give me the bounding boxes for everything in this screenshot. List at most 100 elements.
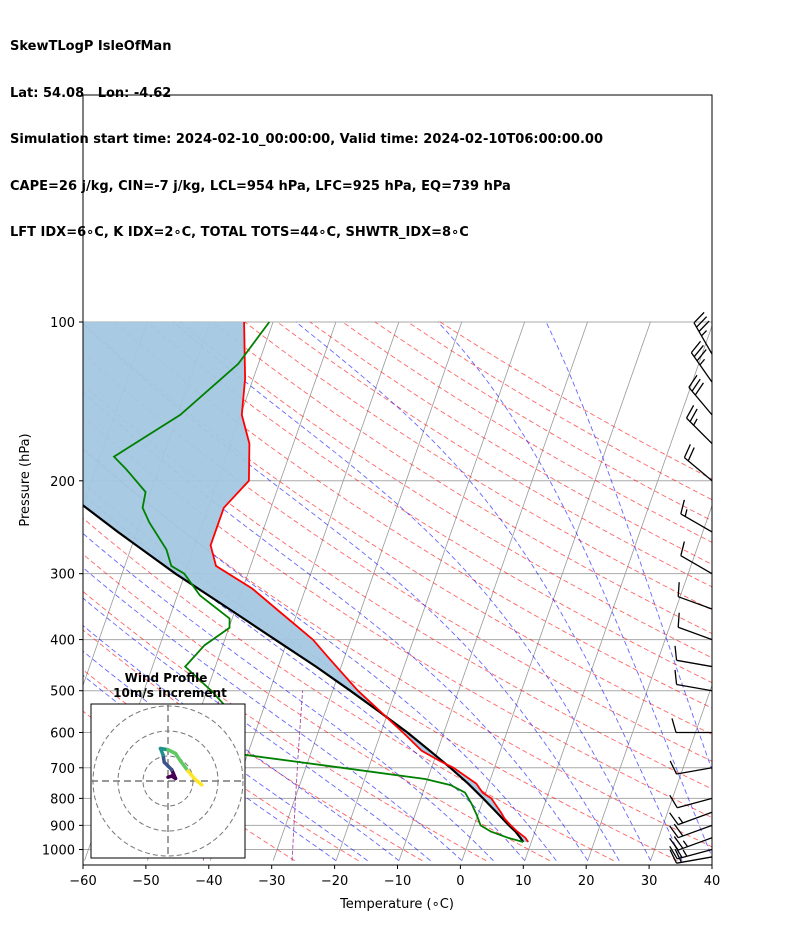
y-tick-label: 800 (50, 792, 75, 807)
moist-adiabat-line (83, 650, 368, 862)
wind-barb (669, 848, 713, 864)
wind-barb-flag (674, 645, 678, 661)
wind-barb-flag (674, 669, 678, 685)
wind-barb-flag (669, 812, 679, 825)
wind-barb-flag (694, 382, 704, 396)
wind-barb-staff (677, 626, 713, 641)
stability-indices-line-1: CAPE=26 j/kg, CIN=-7 j/kg, LCL=954 hPa, … (10, 178, 511, 194)
chart-header: SkewTLogP IsleOfMan Lat: 54.08 Lon: -4.6… (10, 8, 603, 256)
y-tick-label: 100 (50, 316, 75, 331)
wind-barb-flag (698, 320, 710, 332)
wind-barb-half-flag (699, 358, 706, 366)
location-line: Lat: 54.08 Lon: -4.62 (10, 85, 172, 101)
y-axis-label: Pressure (hPa) (18, 433, 33, 526)
hodograph-subtitle: 10m/s increment (113, 686, 227, 700)
x-tick-label: 10 (515, 874, 532, 889)
dry-adiabat-line (244, 321, 712, 611)
wind-barb-flag (687, 447, 695, 462)
y-tick-label: 900 (50, 819, 75, 834)
wind-barb-staff (676, 856, 713, 864)
wind-barb (669, 836, 713, 851)
isotherm-line (461, 321, 651, 861)
hodograph-trace-segment (193, 778, 204, 787)
wind-barb-half-flag (701, 330, 708, 337)
dry-adiabat-line (83, 517, 614, 862)
moist-adiabat-line (437, 321, 712, 859)
wind-barb-flag (680, 499, 685, 515)
dry-adiabat-line (83, 553, 551, 862)
wind-barb-flag (693, 344, 704, 358)
cape-fill-layer (83, 322, 529, 842)
dry-adiabat-line (212, 321, 712, 635)
x-tick-label: −40 (195, 874, 222, 889)
x-tick-label: −50 (132, 874, 159, 889)
wind-barb (680, 541, 713, 575)
wind-barb-flag (691, 378, 701, 392)
cape-cin-area (83, 322, 529, 842)
isotherm-line (714, 322, 794, 861)
simulation-time-line: Simulation start time: 2024-02-10_00:00:… (10, 132, 603, 147)
wind-barb-layer (669, 311, 713, 864)
y-tick-label: 400 (50, 634, 75, 649)
x-axis-label: Temperature (∘C) (339, 897, 454, 912)
wind-barb (674, 669, 713, 692)
wind-barb (677, 612, 713, 641)
dewpoint-profile-line (112, 321, 524, 843)
wind-barb (669, 760, 713, 775)
wind-barb-flag (669, 849, 678, 864)
dry-adiabat-line (83, 448, 712, 848)
wind-barb-flag (689, 408, 698, 422)
dry-adiabat-line (179, 321, 712, 659)
wind-barb-flag (680, 541, 685, 556)
dry-adiabat-line (277, 321, 712, 588)
moist-adiabat-line (83, 532, 494, 862)
moist-adiabat-line (545, 321, 712, 772)
isotherm-line (0, 322, 21, 861)
wind-barb-flag (685, 405, 695, 419)
wind-barb-staff (686, 417, 713, 445)
y-tick-label: 200 (50, 475, 75, 490)
x-tick-label: 30 (641, 874, 658, 889)
wind-barb (669, 823, 713, 839)
moist-adiabat-line (295, 321, 683, 861)
y-tick-label: 700 (50, 762, 75, 777)
dry-adiabat-line (83, 415, 712, 819)
wind-barb (677, 582, 713, 610)
wind-barb-half-flag (693, 418, 698, 426)
wind-barb-flag (696, 316, 708, 328)
wind-barb-flag (669, 825, 679, 839)
x-tick-label: −20 (321, 874, 348, 889)
wind-barb-staff (680, 555, 713, 575)
parcel-profile-line (83, 503, 525, 843)
wind-barb-staff (680, 513, 713, 533)
wind-barb-staff (677, 837, 713, 851)
wind-barb (685, 405, 713, 445)
wind-barb-staff (676, 683, 713, 692)
wind-barb (690, 340, 713, 383)
wind-barb-flag (690, 340, 702, 354)
isotherm-line (587, 504, 712, 861)
wind-barb-flag (669, 837, 679, 851)
stability-indices-line-2: LFT IDX=6∘C, K IDX=2∘C, TOTAL TOTS=44∘C,… (10, 225, 469, 240)
wind-barb (669, 794, 713, 809)
wind-barb-staff (676, 659, 713, 668)
isotherm-line (83, 321, 85, 328)
wind-barb (671, 718, 712, 734)
x-tick-label: −10 (384, 874, 411, 889)
dry-adiabat-line (83, 590, 487, 862)
hodograph-title: Wind Profile (125, 671, 208, 685)
x-tick-label: −60 (69, 874, 96, 889)
temperature-profile-line (209, 321, 529, 843)
x-tick-label: −30 (258, 874, 285, 889)
dry-adiabat-line (374, 321, 712, 522)
wind-barb (669, 811, 713, 826)
moist-adiabat-line (83, 391, 589, 861)
wind-barb-flag (696, 349, 707, 362)
wind-barb-flag (673, 836, 684, 849)
isotherm-line (272, 321, 463, 861)
x-tick-label: 0 (456, 874, 464, 889)
wind-barb-staff (688, 386, 713, 416)
wind-barb-staff (677, 811, 713, 826)
dry-adiabat-line (342, 321, 712, 543)
